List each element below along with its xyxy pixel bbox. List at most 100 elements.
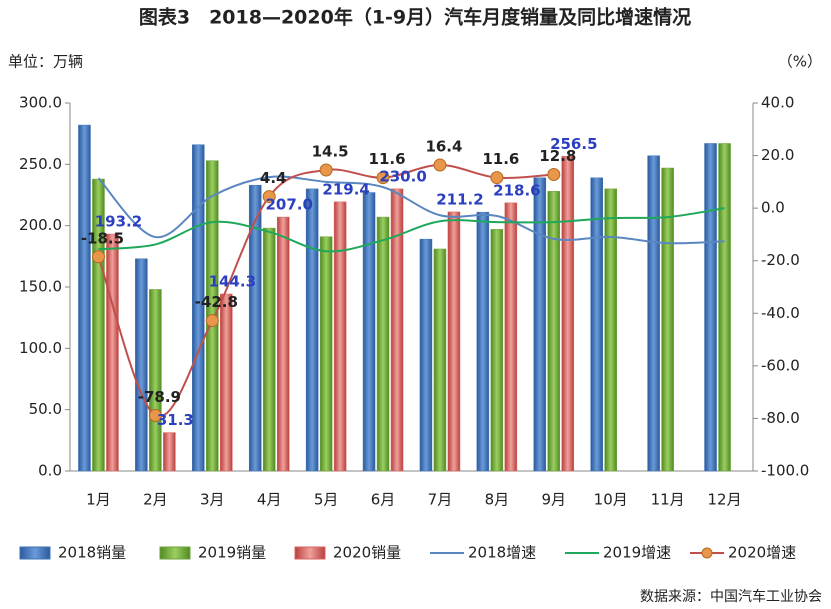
bar [433, 248, 447, 472]
legend-swatch [159, 546, 191, 560]
line-value-label: -78.9 [138, 388, 181, 406]
y2-tick-label: -20.0 [761, 251, 800, 269]
y2-tick-label: -60.0 [761, 356, 800, 374]
bar [604, 188, 617, 472]
legend-label: 2020销量 [333, 544, 401, 562]
bar [376, 216, 390, 472]
x-tick-label: 9月 [542, 491, 567, 509]
bar [490, 229, 504, 472]
x-tick-label: 5月 [314, 491, 339, 509]
chart-title: 图表3 2018—2020年（1-9月）汽车月度销量及同比增速情况 [139, 6, 691, 29]
bar [533, 177, 547, 472]
line-value-label: -42.8 [195, 293, 238, 311]
line-marker [547, 167, 561, 181]
bar [106, 233, 119, 472]
line-value-label: 16.4 [425, 138, 462, 156]
line-marker [433, 158, 447, 172]
bar [163, 432, 176, 472]
bar [718, 143, 731, 472]
bar [78, 124, 91, 472]
x-tick-label: 6月 [371, 491, 396, 509]
line-value-label: 14.5 [312, 143, 349, 161]
bar-value-label: 219.4 [322, 180, 369, 198]
bar [305, 188, 319, 472]
x-tick-label: 12月 [707, 491, 741, 509]
y2-tick-label: 20.0 [761, 146, 794, 164]
bar [590, 177, 603, 472]
legend-label: 2018销量 [58, 544, 126, 562]
x-tick-label: 10月 [594, 491, 628, 509]
x-tick-label: 1月 [86, 491, 111, 509]
bar [135, 258, 148, 472]
bar [419, 238, 433, 472]
bar [362, 192, 376, 472]
x-tick-label: 8月 [485, 491, 510, 509]
bar [149, 289, 162, 472]
x-tick-label: 7月 [428, 491, 453, 509]
legend-label: 2019销量 [198, 544, 266, 562]
bar-value-label: 218.6 [493, 181, 540, 199]
y2-tick-label: -100.0 [761, 462, 809, 480]
bar [504, 202, 518, 472]
bar [561, 156, 575, 472]
bar-value-label: 31.3 [157, 411, 194, 429]
y2-tick-label: -80.0 [761, 409, 800, 427]
bar [262, 227, 276, 472]
bar-value-label: 207.0 [265, 196, 312, 214]
bar [248, 184, 262, 472]
line-value-label: 12.8 [539, 147, 576, 165]
line-marker [262, 190, 276, 204]
y-tick-label: 200.0 [19, 216, 62, 234]
bar [661, 167, 674, 472]
line-marker [91, 250, 105, 264]
legend-swatch [19, 546, 51, 560]
y-tick-label: 250.0 [19, 155, 62, 173]
source-note: 数据来源：中国汽车工业协会 [640, 588, 822, 605]
bar-value-label: 193.2 [95, 213, 142, 231]
line-series [97, 175, 725, 245]
y-tick-label: 0.0 [38, 462, 62, 480]
x-tick-label: 11月 [651, 491, 685, 509]
y2-axis-title: （%） [778, 53, 822, 71]
legend-label: 2018增速 [468, 544, 536, 562]
y2-tick-label: 0.0 [761, 199, 785, 217]
bar-value-label: 211.2 [436, 190, 483, 208]
bar-value-label: 230.0 [379, 167, 426, 185]
bar-value-label: 256.5 [550, 135, 597, 153]
line-value-label: 11.6 [369, 150, 406, 168]
bar [319, 236, 333, 472]
bar [390, 188, 404, 472]
legend-swatch [294, 546, 326, 560]
legend-marker [701, 547, 713, 559]
y-tick-label: 150.0 [19, 278, 62, 296]
y-tick-label: 50.0 [29, 400, 62, 418]
line-value-label: 4.4 [260, 169, 287, 187]
x-tick-label: 3月 [200, 491, 225, 509]
y2-tick-label: 40.0 [761, 94, 794, 112]
y2-tick-label: -40.0 [761, 304, 800, 322]
bar [547, 191, 561, 472]
line-value-label: -18.5 [81, 229, 124, 247]
y-tick-label: 100.0 [19, 339, 62, 357]
bar [333, 201, 347, 472]
bar [704, 143, 717, 472]
bar [447, 211, 461, 472]
bar [276, 216, 290, 472]
y-axis-title: 单位：万辆 [8, 53, 83, 71]
bar-value-label: 144.3 [209, 272, 256, 290]
x-tick-label: 2月 [143, 491, 168, 509]
line-series [98, 207, 725, 253]
line-marker [148, 409, 162, 423]
line-marker [205, 314, 219, 328]
legend-label: 2020增速 [728, 544, 796, 562]
line-marker [376, 171, 390, 185]
y-tick-label: 300.0 [19, 94, 62, 112]
bar [220, 293, 233, 472]
line-marker [490, 171, 504, 185]
bar [647, 155, 660, 472]
bar [476, 211, 490, 472]
line-value-label: 11.6 [482, 150, 519, 168]
x-tick-label: 4月 [257, 491, 282, 509]
